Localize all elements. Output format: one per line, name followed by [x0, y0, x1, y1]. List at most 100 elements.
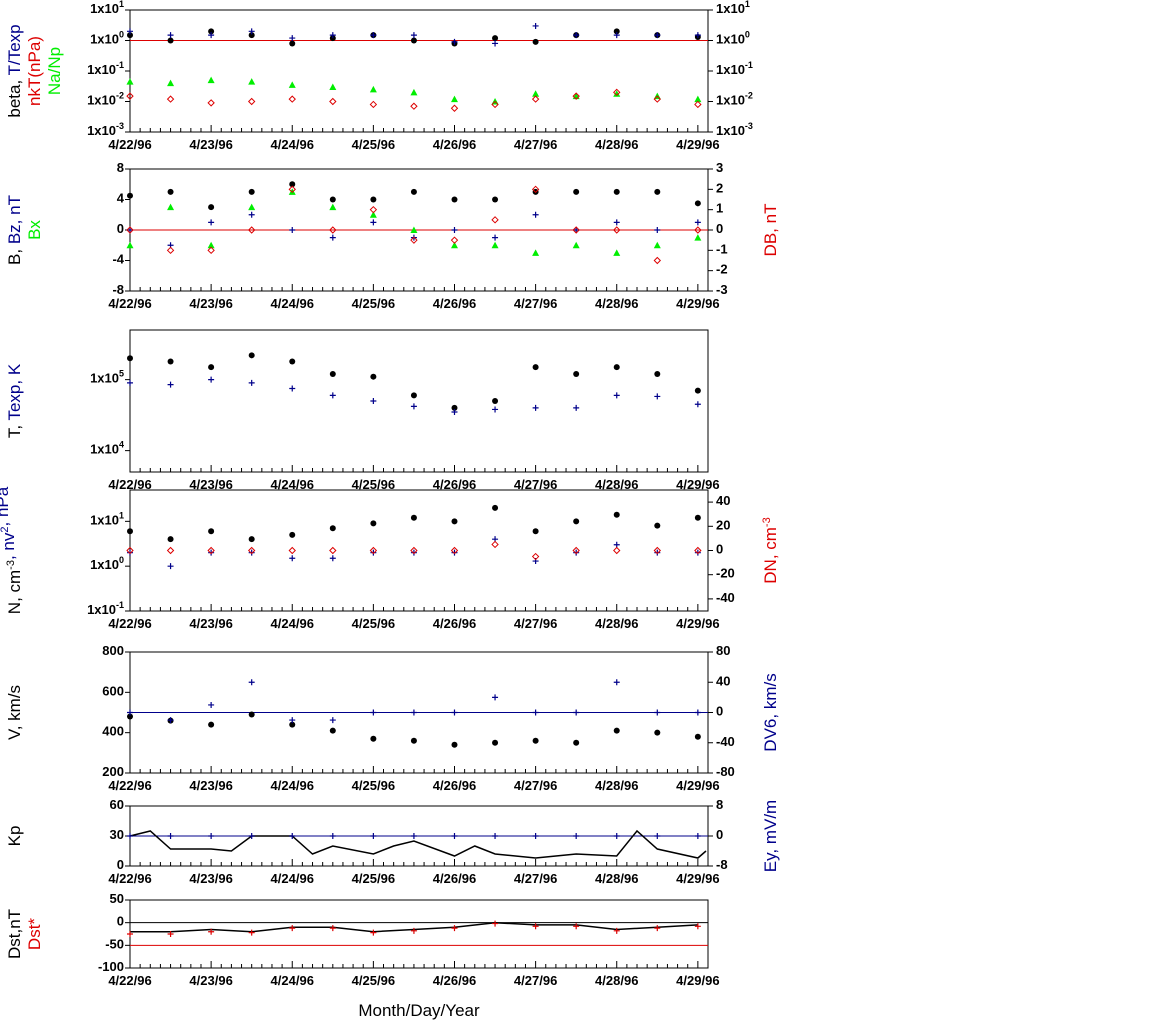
- data-point: [248, 379, 255, 386]
- data-point: [289, 721, 296, 728]
- x-tick-label: 4/26/96: [433, 616, 476, 631]
- data-point: [532, 249, 540, 256]
- data-point: [167, 203, 175, 211]
- data-point: [451, 227, 458, 233]
- data-point: [329, 833, 336, 839]
- data-point: [492, 694, 499, 701]
- y-tick-label: 60: [110, 797, 124, 812]
- data-point: [613, 541, 620, 548]
- data-point: [694, 549, 701, 556]
- data-point: [572, 241, 580, 249]
- data-point: [329, 234, 336, 241]
- data-point: [654, 925, 661, 932]
- y2-tick-label: -80: [716, 764, 735, 779]
- data-point: [329, 546, 337, 555]
- data-point: [289, 531, 296, 538]
- x-tick-label: 4/28/96: [595, 616, 638, 631]
- data-point: [654, 522, 661, 529]
- data-point: [329, 196, 336, 203]
- y-tick-label: -50: [105, 937, 124, 952]
- data-point: [653, 546, 662, 555]
- data-point: [208, 28, 215, 35]
- data-point: [208, 549, 215, 556]
- series: [127, 376, 701, 415]
- data-point: [532, 38, 539, 45]
- data-point: [127, 528, 133, 535]
- temperature-panel: 1x105 1x104 4/22/96 4/23/96 4/24/96 4/25/96 4/…: [5, 329, 720, 492]
- data-point: [248, 78, 256, 85]
- data-point: [126, 78, 134, 85]
- data-point: [654, 709, 661, 716]
- x-tick-label: 4/28/96: [595, 477, 638, 492]
- x-tick-label: 4/23/96: [189, 973, 232, 988]
- y2-axis-title: Ey, mV/m: [761, 800, 780, 872]
- data-point: [208, 833, 215, 839]
- data-point: [127, 32, 133, 39]
- x-tick-label: 4/28/96: [595, 137, 638, 152]
- x-tick-label: 4/26/96: [433, 137, 476, 152]
- x-tick-label: 4/28/96: [595, 871, 638, 886]
- data-point: [289, 385, 296, 392]
- y2-tick-label: -1: [716, 242, 728, 257]
- x-tick-label: 4/23/96: [189, 296, 232, 311]
- data-point: [208, 528, 215, 535]
- data-point: [410, 833, 417, 839]
- y2-tick-label: 3: [716, 160, 723, 175]
- data-point: [370, 373, 377, 380]
- data-point: [166, 246, 175, 255]
- data-point: [127, 931, 133, 937]
- x-tick-label: 4/29/96: [676, 477, 719, 492]
- data-point: [329, 32, 336, 39]
- data-point: [167, 188, 174, 195]
- data-point: [289, 717, 296, 724]
- data-point: [288, 546, 296, 555]
- data-point: [694, 709, 701, 716]
- y-tick-label: 600: [102, 684, 124, 699]
- data-point: [613, 927, 620, 934]
- data-point: [410, 236, 418, 244]
- x-tick-label: 4/22/96: [108, 871, 151, 886]
- x-tick-label: 4/23/96: [189, 871, 232, 886]
- data-point: [127, 355, 133, 362]
- data-point: [613, 833, 620, 839]
- data-point: [207, 546, 215, 555]
- data-point: [329, 97, 337, 106]
- x-tick-label: 4/25/96: [352, 616, 395, 631]
- data-point: [694, 100, 702, 109]
- data-point: [288, 95, 296, 103]
- y-tick-label: -100: [98, 959, 124, 974]
- data-point: [126, 546, 134, 555]
- y2-tick-label: 1x101: [716, 0, 750, 16]
- y-tick-label: 1x101: [90, 511, 124, 528]
- data-point: [572, 546, 580, 555]
- data-point: [654, 32, 661, 39]
- y-axis-title-tertiary: Na/Np: [45, 47, 64, 95]
- data-point: [613, 32, 620, 39]
- y2-tick-label: -40: [716, 590, 735, 605]
- x-tick-label: 4/29/96: [676, 137, 719, 152]
- data-point: [248, 549, 255, 556]
- y2-tick-label: 1: [716, 201, 723, 216]
- data-point: [410, 737, 417, 744]
- data-point: [492, 40, 499, 47]
- data-point: [654, 833, 661, 839]
- data-point: [492, 196, 499, 203]
- data-point: [613, 727, 620, 734]
- series-line: [129, 829, 707, 859]
- y-axis-title: N, cm-3, nv2, nPa: [0, 486, 24, 614]
- data-point: [694, 401, 701, 408]
- y2-tick-label: 8: [716, 797, 723, 812]
- data-point: [208, 376, 215, 383]
- data-point: [370, 735, 377, 742]
- data-point: [694, 226, 702, 234]
- kp-panel: 60 30 0 8 0 -8 4/22/96 4/23/96 4/24/96 4/25/96 4/2…: [5, 797, 780, 886]
- data-point: [410, 102, 418, 110]
- y2-tick-label: 0: [716, 827, 723, 842]
- data-point: [370, 196, 377, 203]
- y2-tick-label: 40: [716, 494, 730, 509]
- y-axis-title-secondary: Bx: [25, 220, 44, 240]
- data-point: [248, 929, 255, 936]
- y-tick-label: 200: [102, 764, 124, 779]
- data-point: [248, 833, 255, 839]
